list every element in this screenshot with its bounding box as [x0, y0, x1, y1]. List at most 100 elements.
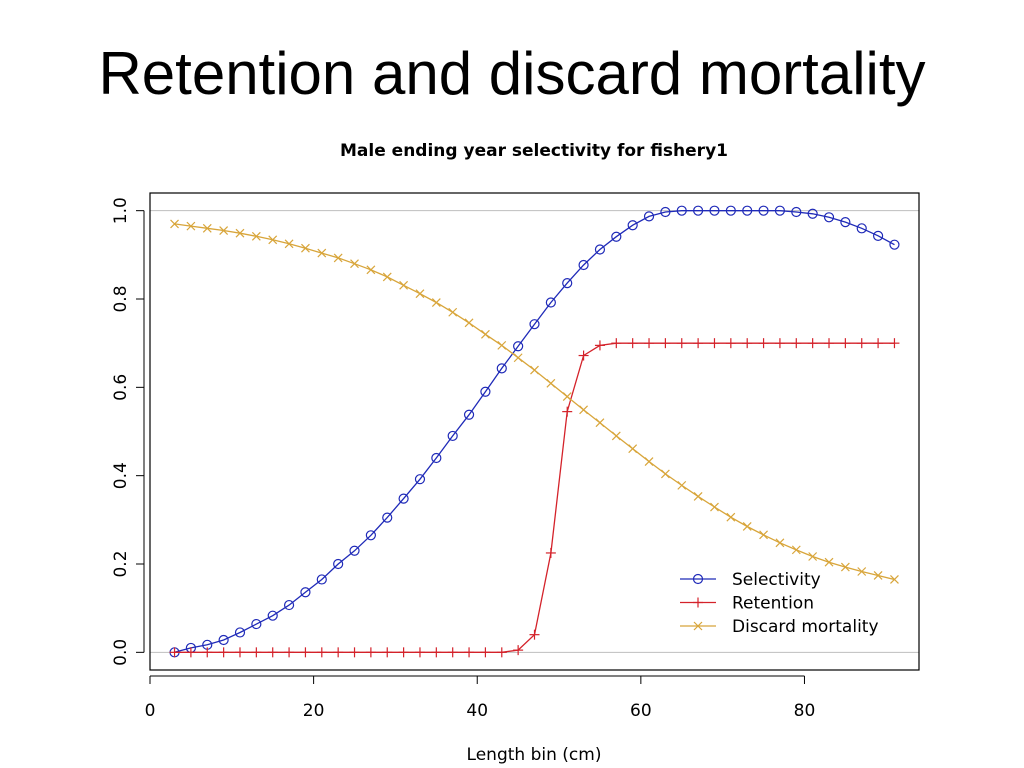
- selectivity-point: [562, 278, 573, 289]
- retention-point: [856, 338, 867, 349]
- retention-point: [824, 338, 835, 349]
- retention-point: [316, 647, 327, 658]
- y-tick-label: 0.4: [111, 462, 131, 489]
- discard-mortality-point: [628, 444, 638, 454]
- marker-stroke: [873, 571, 883, 580]
- discard-mortality-point: [202, 223, 212, 233]
- retention-point: [676, 338, 687, 349]
- discard-mortality-point: [890, 575, 899, 584]
- discard-mortality-point: [170, 219, 179, 229]
- selectivity-point: [643, 211, 655, 222]
- marker-stroke: [775, 538, 785, 548]
- marker-stroke: [660, 469, 670, 479]
- selectivity-point: [823, 212, 835, 223]
- marker-stroke: [235, 228, 245, 238]
- discard-mortality-point: [382, 272, 392, 282]
- marker-stroke: [382, 272, 392, 282]
- selectivity-point: [513, 341, 524, 352]
- marker-stroke: [513, 353, 523, 363]
- discard-mortality-point: [415, 289, 425, 299]
- retention-point: [578, 350, 589, 361]
- marker-stroke: [170, 219, 179, 229]
- marker-stroke: [415, 289, 425, 299]
- marker-stroke: [268, 235, 278, 245]
- discard-mortality-point: [480, 329, 490, 339]
- discard-mortality-point: [399, 280, 409, 290]
- retention-point: [251, 647, 262, 658]
- legend-marker-selectivity: [692, 573, 704, 585]
- discard-mortality-point: [235, 228, 245, 238]
- discard-mortality-line: [174, 223, 895, 581]
- marker-stroke: [759, 530, 768, 540]
- marker-stroke: [890, 575, 899, 584]
- selectivity-point: [414, 474, 426, 485]
- retention-point: [185, 647, 196, 658]
- marker-stroke: [677, 480, 687, 490]
- marker-stroke: [530, 365, 539, 375]
- retention-point: [725, 338, 736, 349]
- marker-stroke: [644, 457, 654, 466]
- marker-stroke: [628, 444, 638, 454]
- retention-point: [496, 647, 507, 658]
- selectivity-point: [234, 627, 246, 638]
- discard-mortality-point: [742, 522, 752, 531]
- selectivity-point: [889, 239, 900, 250]
- marker-stroke: [562, 392, 572, 402]
- discard-mortality-point: [759, 530, 768, 540]
- discard-mortality-point: [317, 248, 327, 258]
- discard-mortality-point: [775, 538, 785, 548]
- retention-point: [398, 647, 409, 658]
- marker-stroke: [284, 239, 294, 249]
- discard-mortality-point: [824, 557, 834, 567]
- marker-stroke: [464, 318, 474, 328]
- retention-point: [758, 338, 769, 349]
- retention-point: [644, 338, 655, 349]
- retention-point: [693, 338, 704, 349]
- retention-point: [414, 647, 425, 658]
- slide-title: Retention and discard mortality: [98, 40, 926, 107]
- marker-stroke: [366, 265, 376, 275]
- retention-point: [791, 338, 802, 349]
- discard-mortality-point: [268, 235, 278, 245]
- axes: 0 20 40 60 80 0.0 0.2 0.4 0.6 0.8 1.0: [111, 197, 815, 721]
- discard-mortality-point: [693, 492, 703, 501]
- retention-point: [611, 338, 622, 349]
- marker-stroke: [497, 340, 507, 350]
- selectivity-point: [267, 610, 278, 621]
- retention-point: [169, 647, 180, 658]
- selectivity-point: [349, 545, 360, 556]
- y-tick-label: 0.2: [111, 550, 131, 577]
- discard-mortality-point: [791, 545, 801, 555]
- selectivity-point: [709, 205, 720, 216]
- discard-mortality-point: [710, 502, 719, 512]
- plot-frame: [149, 192, 920, 671]
- selectivity-point: [791, 206, 802, 218]
- discard-mortality-point: [595, 418, 605, 428]
- x-tick-label: 80: [794, 701, 816, 721]
- retention-point: [333, 647, 344, 658]
- marker-stroke: [448, 307, 458, 317]
- selectivity-point: [840, 217, 851, 228]
- retention-point: [742, 338, 753, 349]
- selectivity-point: [218, 634, 229, 646]
- retention-point: [545, 547, 556, 558]
- discard-mortality-point: [808, 552, 818, 561]
- discard-mortality-point: [513, 353, 523, 363]
- discard-mortality-point: [579, 405, 589, 415]
- marker-stroke: [742, 522, 752, 531]
- discard-mortality-point: [333, 253, 343, 263]
- legend-label-selectivity: Selectivity: [732, 570, 821, 590]
- retention-point: [365, 647, 376, 658]
- discard-mortality-point: [530, 365, 539, 375]
- selectivity-point: [300, 587, 311, 598]
- discard-mortality-point: [448, 307, 458, 317]
- retention-point: [840, 338, 851, 349]
- selectivity-point: [431, 452, 442, 464]
- marker-stroke: [317, 248, 327, 258]
- series-lines: [169, 205, 900, 658]
- marker-stroke: [595, 418, 605, 428]
- marker-stroke: [710, 502, 719, 512]
- x-tick-label: 20: [303, 701, 325, 721]
- selectivity-point: [872, 230, 884, 241]
- discard-mortality-point: [857, 567, 867, 576]
